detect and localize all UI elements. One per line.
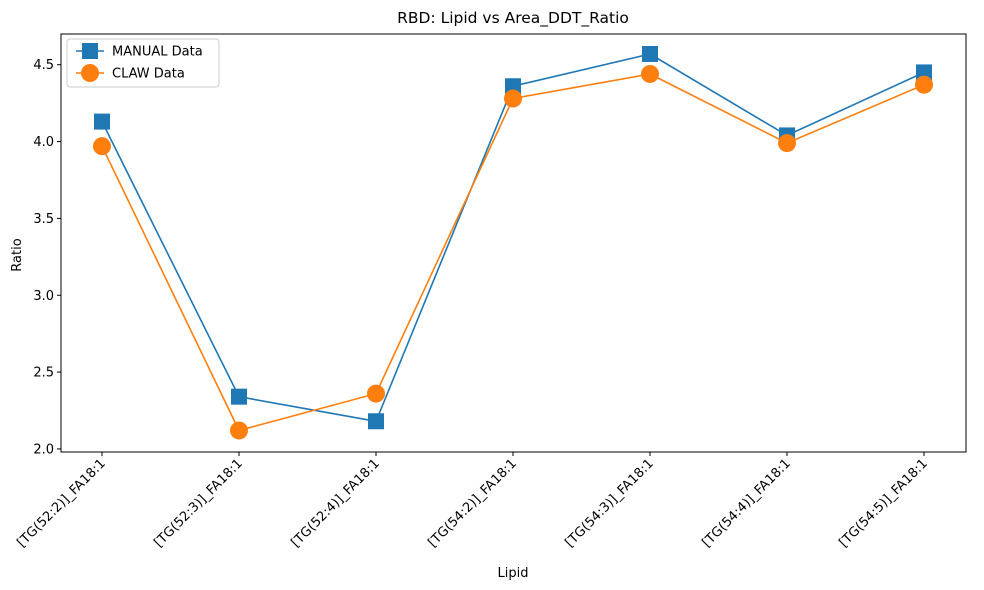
data-point-square bbox=[231, 388, 247, 405]
y-tick-label: 2.5 bbox=[33, 366, 54, 381]
x-axis-title: Lipid bbox=[498, 566, 529, 581]
data-point-circle bbox=[230, 421, 248, 440]
y-tick-label: 3.5 bbox=[33, 212, 54, 227]
data-point-circle bbox=[367, 384, 385, 403]
series-layer bbox=[93, 45, 933, 440]
data-point-circle bbox=[778, 134, 796, 153]
data-point-square bbox=[642, 45, 658, 62]
y-axis-title: Ratio bbox=[10, 238, 25, 271]
legend-box bbox=[66, 38, 220, 88]
legend-marker-circle bbox=[81, 64, 99, 82]
y-tick-label: 3.0 bbox=[33, 289, 54, 304]
y-axis: 2.0 2.5 3.0 3.5 4.0 4.5 bbox=[33, 58, 61, 457]
y-tick-label: 4.0 bbox=[33, 135, 54, 150]
y-tick-label: 4.5 bbox=[33, 58, 54, 73]
legend-marker-square bbox=[82, 43, 98, 59]
data-point-square bbox=[505, 78, 521, 95]
plot-frame bbox=[60, 33, 967, 453]
data-point-square bbox=[916, 64, 932, 81]
data-point-circle bbox=[93, 137, 111, 156]
y-tick-label: 2.0 bbox=[33, 442, 54, 457]
data-point-square bbox=[94, 113, 110, 130]
data-point-circle bbox=[641, 64, 659, 83]
chart-title: RBD: Lipid vs Area_DDT_Ratio bbox=[397, 9, 629, 28]
series-2 bbox=[93, 64, 933, 440]
legend: MANUAL Data CLAW Data bbox=[66, 38, 220, 88]
data-point-square bbox=[368, 413, 384, 430]
data-point-circle bbox=[504, 89, 522, 108]
legend-label: MANUAL Data bbox=[112, 45, 203, 60]
legend-label: CLAW Data bbox=[112, 67, 185, 82]
data-point-circle bbox=[915, 75, 933, 94]
